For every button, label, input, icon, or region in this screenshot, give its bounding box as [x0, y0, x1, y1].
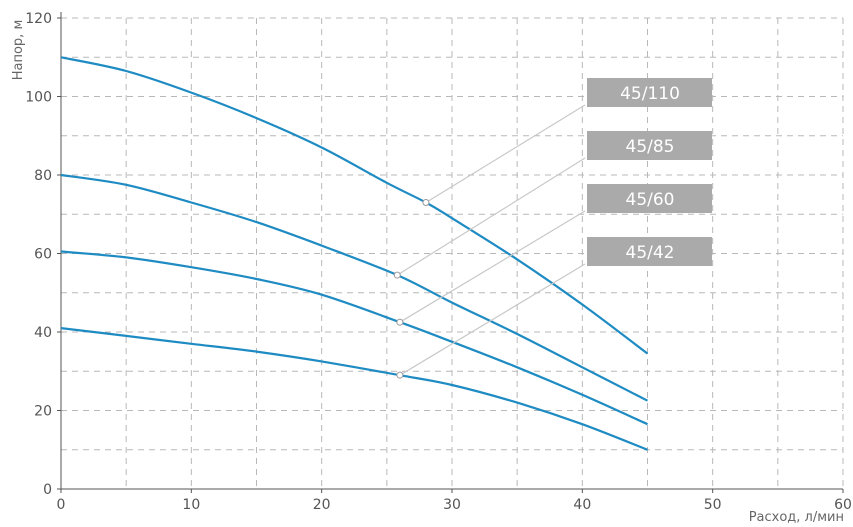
- x-tick-label: 10: [182, 497, 200, 513]
- series-label-box: [587, 78, 712, 107]
- series-label: 45/85: [626, 137, 675, 157]
- series-labels: 45/110 45/85 45/60 45/42: [587, 78, 712, 266]
- y-axis-title: Напор, м: [11, 20, 26, 81]
- leader-line: [425, 104, 586, 203]
- x-tick-label: 30: [443, 497, 461, 513]
- leader-line: [399, 210, 586, 323]
- series-label: 45/110: [620, 84, 680, 104]
- series-marker: [393, 271, 401, 279]
- leader-lines: [393, 104, 586, 379]
- x-tick-label: 40: [573, 497, 591, 513]
- y-tick-label: 20: [34, 404, 52, 420]
- y-tick-label: 0: [43, 482, 52, 498]
- y-tick-label: 40: [34, 325, 52, 341]
- series-line-45-110: [60, 56, 649, 355]
- series-label: 45/60: [626, 190, 675, 210]
- x-axis-title: Расход, л/мин: [749, 510, 844, 525]
- curves: [60, 56, 649, 451]
- y-tick-label: 100: [25, 90, 52, 106]
- leader-line: [396, 157, 586, 276]
- series-line-45-42: [60, 327, 648, 451]
- x-tick-label: 0: [57, 497, 66, 513]
- x-tick-label: 20: [313, 497, 331, 513]
- series-label-box: [587, 184, 712, 213]
- series-marker: [422, 198, 430, 206]
- series-label-box: [587, 131, 712, 160]
- series-marker: [396, 371, 404, 379]
- series-line-45-85: [60, 173, 649, 402]
- leader-line: [399, 263, 586, 376]
- x-tick-label: 50: [704, 497, 722, 513]
- axes: [57, 12, 844, 493]
- tick-labels: 0 10 20 30 40 50 60 0 20 40 60 80 100 120: [25, 11, 852, 513]
- series-label-box: [587, 237, 712, 266]
- x-tick-label: 60: [834, 497, 852, 513]
- series-line-45-60: [60, 250, 648, 426]
- y-tick-label: 60: [34, 247, 52, 263]
- series-marker: [396, 318, 404, 326]
- y-tick-label: 80: [34, 168, 52, 184]
- series-label: 45/42: [626, 243, 675, 263]
- y-tick-label: 120: [25, 11, 52, 27]
